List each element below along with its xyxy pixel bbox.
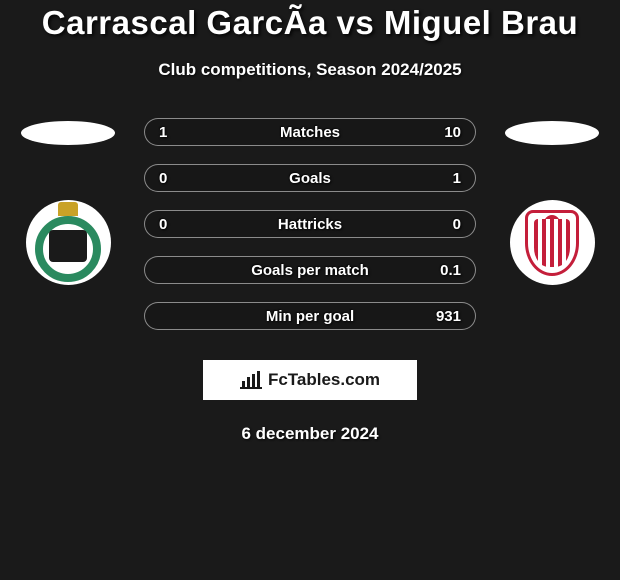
stat-left-value: 0 xyxy=(159,170,189,187)
player-right-silhouette xyxy=(505,121,599,145)
stat-label: Matches xyxy=(280,124,340,141)
stat-left-value: 0 xyxy=(159,216,189,233)
stat-row: 1 Matches 10 xyxy=(144,118,476,146)
shield-icon xyxy=(525,210,579,276)
stat-right-value: 0 xyxy=(431,216,461,233)
stripes-icon xyxy=(534,219,570,267)
crown-icon xyxy=(58,202,78,216)
stat-right-value: 10 xyxy=(431,124,461,141)
club-badge-left xyxy=(26,200,111,285)
page-title: Carrascal GarcÃ­a vs Miguel Brau xyxy=(10,0,610,42)
club-badge-right xyxy=(510,200,595,285)
stat-left-value: 1 xyxy=(159,124,189,141)
bar-chart-icon xyxy=(240,371,262,389)
stats-column: 1 Matches 10 0 Goals 1 0 Hattricks 0 Goa… xyxy=(118,118,502,348)
branding-text: FcTables.com xyxy=(268,370,380,390)
date-label: 6 december 2024 xyxy=(10,424,610,444)
stat-right-value: 1 xyxy=(431,170,461,187)
player-left-silhouette xyxy=(21,121,115,145)
badge-center-icon xyxy=(49,230,87,262)
stat-label: Hattricks xyxy=(278,216,342,233)
stat-label: Min per goal xyxy=(266,308,354,325)
stat-right-value: 0.1 xyxy=(431,262,461,279)
player-left-column xyxy=(18,118,118,285)
stat-right-value: 931 xyxy=(431,308,461,325)
content-row: 1 Matches 10 0 Goals 1 0 Hattricks 0 Goa… xyxy=(10,118,610,348)
subtitle: Club competitions, Season 2024/2025 xyxy=(10,60,610,80)
stat-row: 0 Goals 1 xyxy=(144,164,476,192)
infographic-container: Carrascal GarcÃ­a vs Miguel Brau Club co… xyxy=(0,0,620,444)
player-right-column xyxy=(502,118,602,285)
branding-badge: FcTables.com xyxy=(203,360,417,400)
stat-label: Goals per match xyxy=(251,262,369,279)
stat-row: Goals per match 0.1 xyxy=(144,256,476,284)
stat-row: 0 Hattricks 0 xyxy=(144,210,476,238)
stat-label: Goals xyxy=(289,170,331,187)
stat-row: Min per goal 931 xyxy=(144,302,476,330)
